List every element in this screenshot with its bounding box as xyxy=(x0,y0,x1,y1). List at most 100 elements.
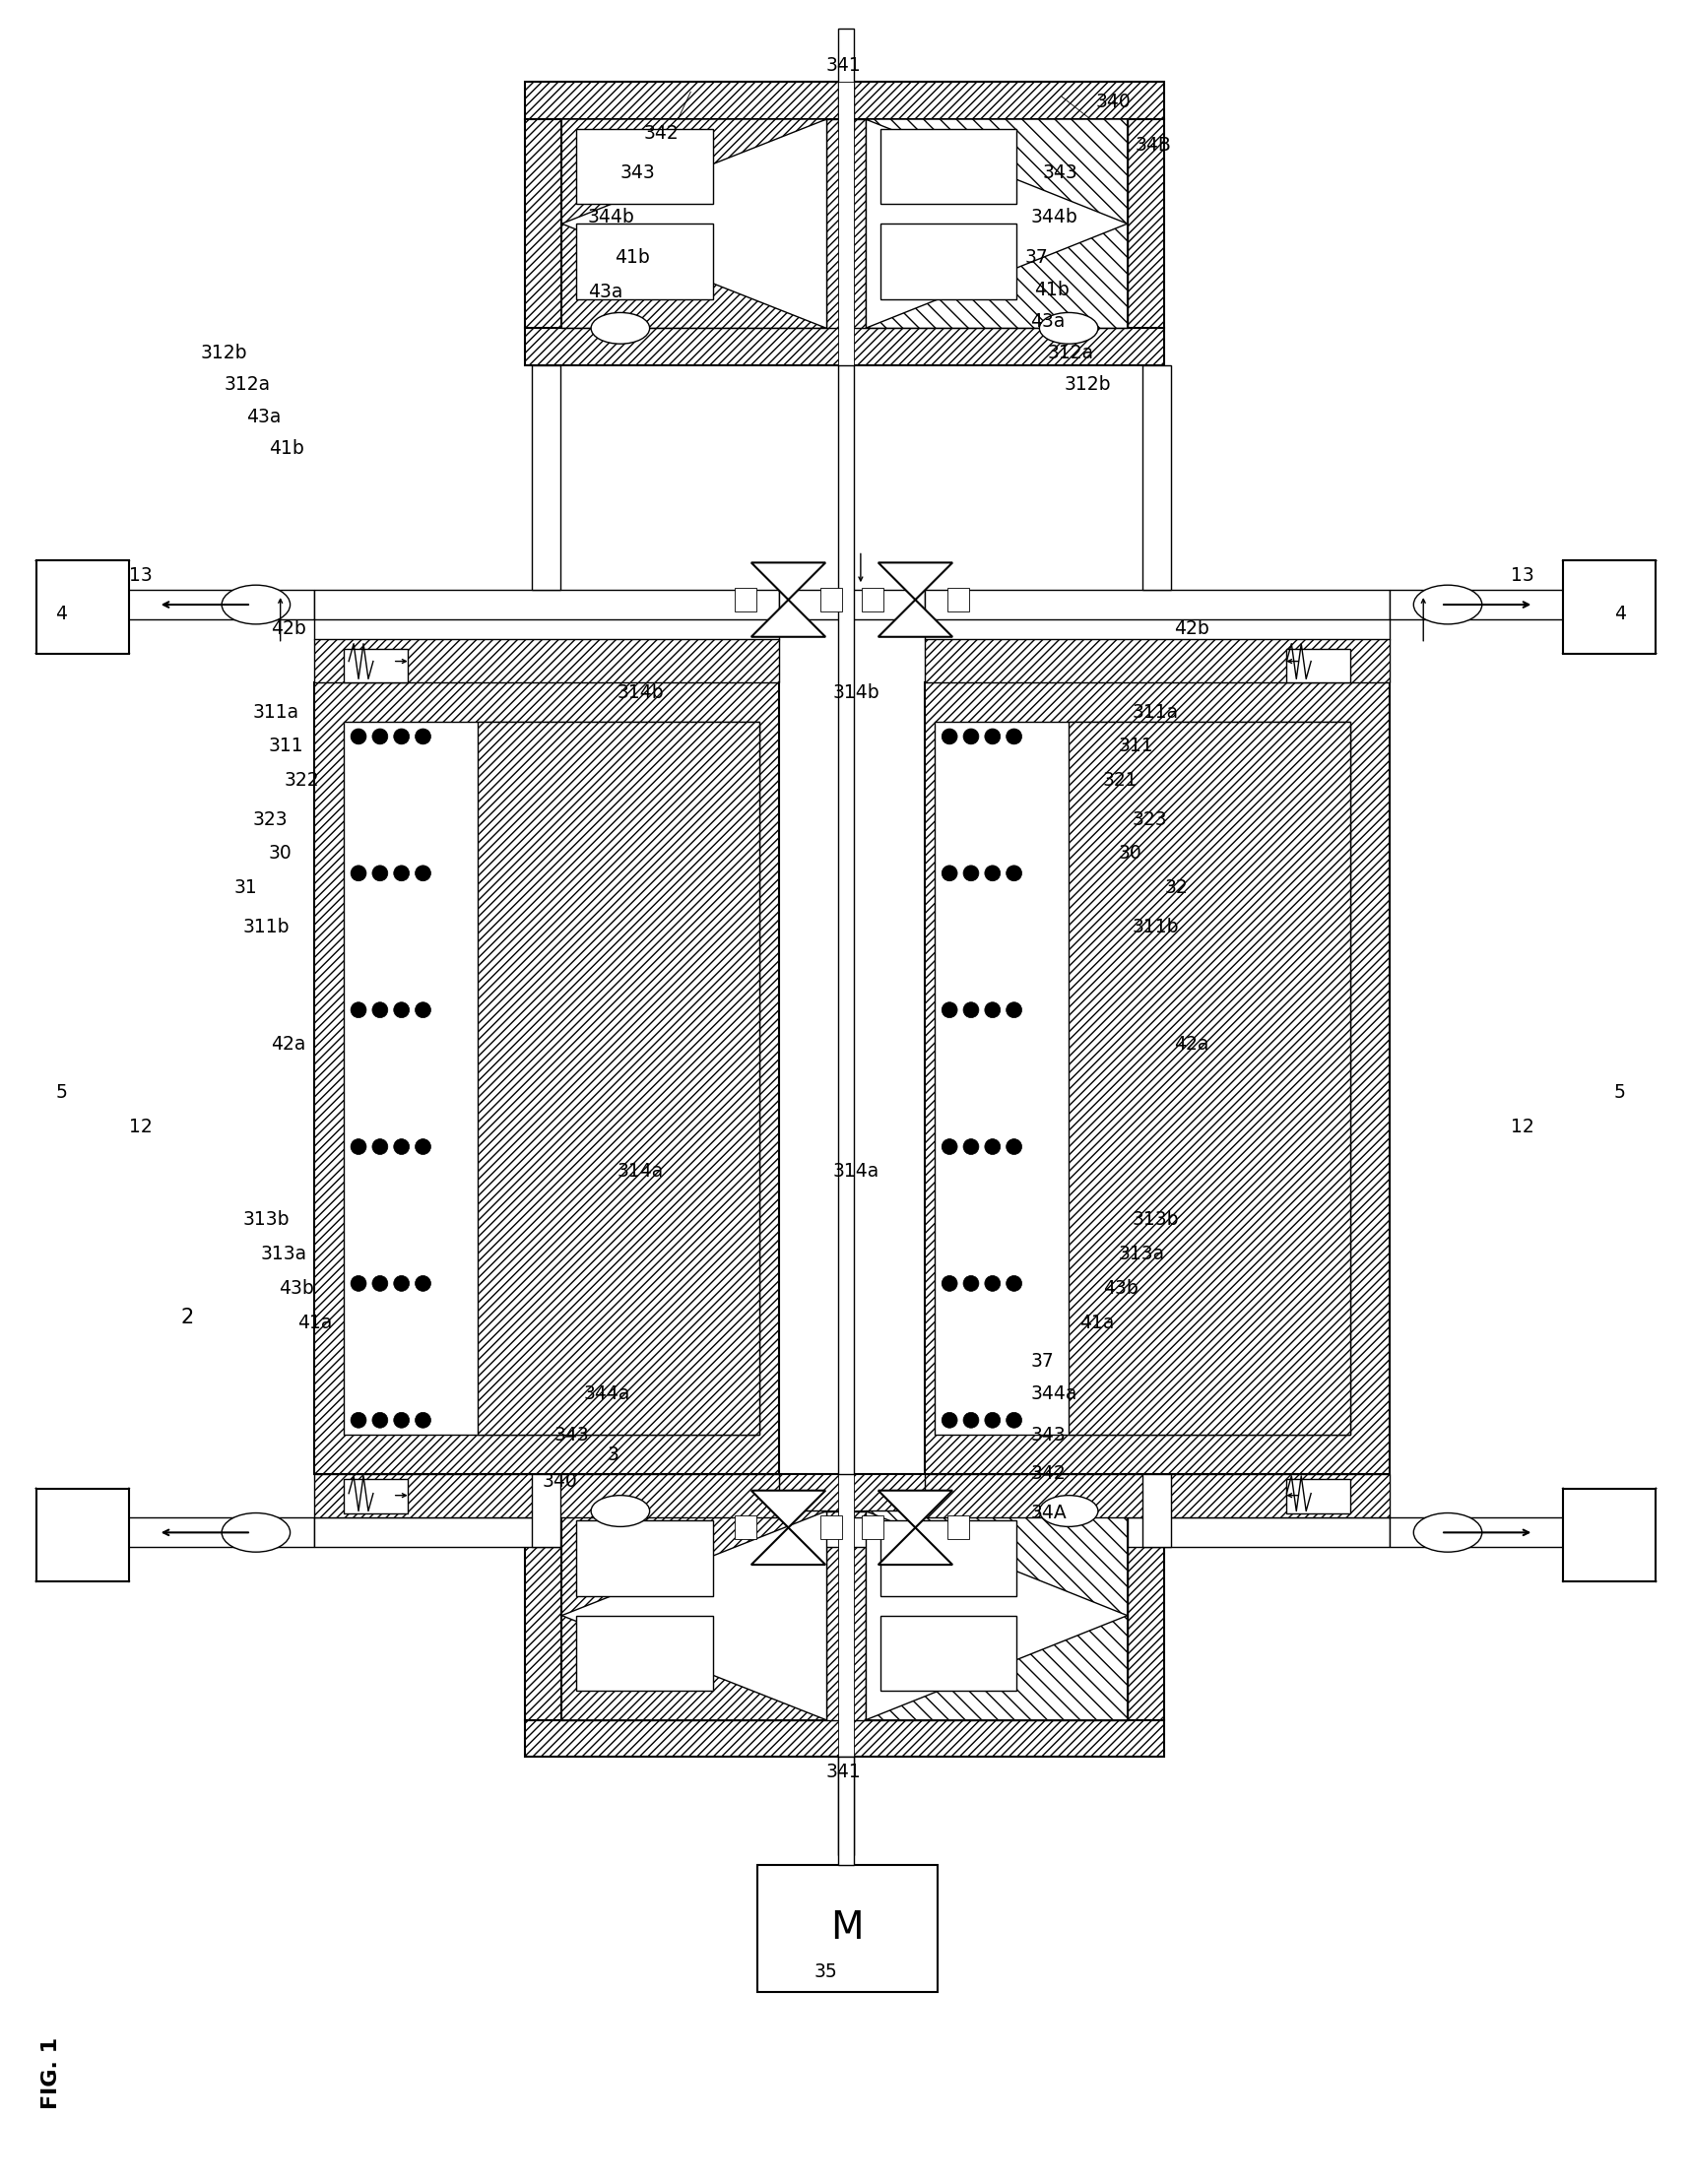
Polygon shape xyxy=(562,120,826,223)
Bar xyxy=(343,723,760,1435)
Text: 41a: 41a xyxy=(1079,1313,1115,1332)
Circle shape xyxy=(942,1002,958,1018)
Text: FIG. 1: FIG. 1 xyxy=(41,2038,61,2110)
Circle shape xyxy=(350,1413,367,1428)
Circle shape xyxy=(372,1138,387,1155)
Bar xyxy=(525,120,562,328)
Text: 41b: 41b xyxy=(1034,282,1069,299)
Text: 340: 340 xyxy=(1096,92,1132,111)
Text: 32: 32 xyxy=(1164,878,1188,898)
Bar xyxy=(1127,120,1164,328)
Polygon shape xyxy=(751,563,826,601)
Bar xyxy=(1286,649,1350,684)
Circle shape xyxy=(1007,1413,1022,1428)
Bar xyxy=(315,1518,778,1546)
Polygon shape xyxy=(878,601,953,638)
Circle shape xyxy=(394,865,409,880)
Circle shape xyxy=(1007,865,1022,880)
Bar xyxy=(562,120,826,328)
Text: 343: 343 xyxy=(621,164,655,181)
Bar xyxy=(936,723,1350,1435)
Bar xyxy=(838,28,854,131)
Circle shape xyxy=(350,729,367,745)
Circle shape xyxy=(394,1275,409,1291)
Bar xyxy=(577,223,712,299)
Text: 341: 341 xyxy=(826,1762,861,1782)
Bar xyxy=(926,1518,1389,1546)
Bar xyxy=(826,120,866,328)
Text: 342: 342 xyxy=(643,124,678,144)
Bar xyxy=(838,1758,854,1854)
Polygon shape xyxy=(866,120,1127,223)
Text: 314b: 314b xyxy=(832,684,880,701)
Circle shape xyxy=(942,1413,958,1428)
Circle shape xyxy=(963,729,980,745)
Bar xyxy=(577,1520,712,1597)
Text: 321: 321 xyxy=(1103,771,1139,791)
Bar xyxy=(577,129,712,203)
Bar xyxy=(821,1516,843,1540)
Polygon shape xyxy=(878,1489,953,1527)
Bar xyxy=(531,1474,560,1546)
Text: 311b: 311b xyxy=(1132,917,1179,937)
Bar xyxy=(577,1616,712,1690)
Polygon shape xyxy=(751,601,826,638)
Text: 344b: 344b xyxy=(1030,207,1078,227)
Text: 341: 341 xyxy=(826,57,861,74)
Text: 43b: 43b xyxy=(1103,1280,1139,1297)
Ellipse shape xyxy=(1039,1496,1098,1527)
Circle shape xyxy=(1007,729,1022,745)
Text: 2: 2 xyxy=(181,1308,195,1328)
Text: 42a: 42a xyxy=(271,1035,306,1053)
Ellipse shape xyxy=(222,585,289,625)
Text: 41a: 41a xyxy=(298,1313,333,1332)
Polygon shape xyxy=(751,1527,826,1564)
Bar xyxy=(880,1520,1015,1597)
Bar xyxy=(1563,1489,1656,1581)
Circle shape xyxy=(394,1002,409,1018)
Bar xyxy=(525,1721,1164,1758)
Text: 343: 343 xyxy=(1030,1426,1066,1444)
Ellipse shape xyxy=(1413,585,1482,625)
Text: 5: 5 xyxy=(1614,1083,1626,1103)
Bar xyxy=(880,129,1015,203)
Circle shape xyxy=(394,1138,409,1155)
Circle shape xyxy=(372,1413,387,1428)
Bar xyxy=(948,587,970,612)
Text: 323: 323 xyxy=(254,810,288,830)
Circle shape xyxy=(963,865,980,880)
Bar xyxy=(734,1516,756,1540)
Bar xyxy=(1142,1474,1171,1546)
Text: 41b: 41b xyxy=(614,249,650,266)
Circle shape xyxy=(372,729,387,745)
Bar xyxy=(861,1516,883,1540)
Bar xyxy=(315,684,778,1474)
Bar xyxy=(756,1865,937,1992)
Circle shape xyxy=(942,1275,958,1291)
Text: 314b: 314b xyxy=(618,684,665,701)
Circle shape xyxy=(415,729,431,745)
Text: 43a: 43a xyxy=(1030,312,1066,330)
Text: 311a: 311a xyxy=(1132,703,1179,721)
Text: 312a: 312a xyxy=(223,376,271,395)
Text: 312b: 312b xyxy=(1064,376,1110,395)
Bar xyxy=(838,1474,854,1758)
Text: 343: 343 xyxy=(1042,164,1078,181)
Circle shape xyxy=(1007,1275,1022,1291)
Bar xyxy=(525,1474,1164,1511)
Circle shape xyxy=(1007,1138,1022,1155)
Bar xyxy=(315,638,778,684)
Bar xyxy=(926,590,1389,620)
Circle shape xyxy=(350,865,367,880)
Bar xyxy=(525,1511,562,1721)
Text: 12: 12 xyxy=(1511,1118,1535,1136)
Bar xyxy=(525,328,1164,365)
Circle shape xyxy=(1007,1002,1022,1018)
Bar xyxy=(1127,1511,1164,1721)
Text: 344a: 344a xyxy=(1030,1385,1078,1402)
Circle shape xyxy=(350,1002,367,1018)
Polygon shape xyxy=(751,1489,826,1527)
Text: 343: 343 xyxy=(553,1426,589,1444)
Polygon shape xyxy=(878,1527,953,1564)
Bar xyxy=(838,83,854,365)
